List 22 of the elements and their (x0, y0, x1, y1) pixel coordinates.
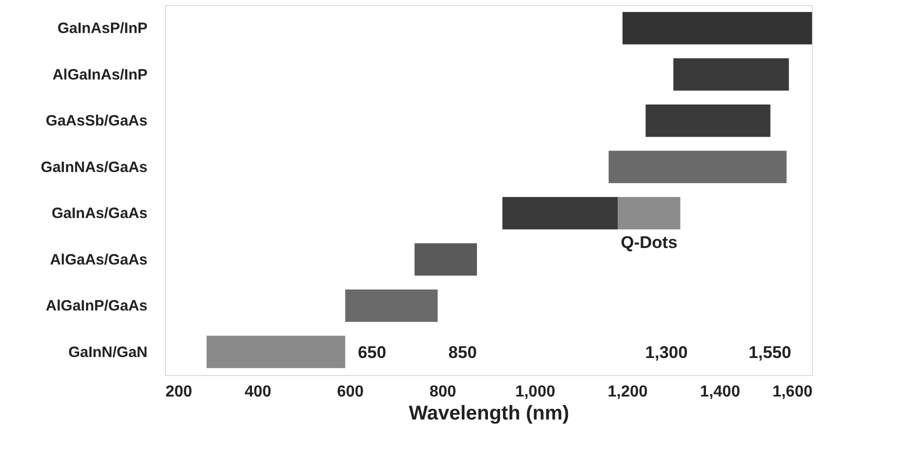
y-tick-label: GaInN/GaN (68, 344, 148, 361)
annotation: 1,550 (748, 343, 792, 362)
annotation: 1,300 (645, 343, 688, 362)
y-tick-label: GaInAsP/InP (57, 20, 148, 38)
x-tick-label: 1,400 (700, 384, 740, 400)
x-tick-label: 800 (429, 384, 456, 400)
x-tick-label: 1,200 (608, 384, 648, 400)
y-tick-label: GaInNAs/GaAs (40, 158, 148, 176)
y-tick-label: AlGaAs/GaAs (50, 251, 148, 268)
x-axis-title: Wavelength (nm) (408, 402, 570, 424)
y-tick-label: GaInAs/GaAs (52, 205, 148, 222)
x-tick-label: 1,000 (515, 384, 556, 400)
x-tick-label: 1,600 (772, 384, 813, 400)
x-tick-label: 400 (244, 384, 272, 400)
x-tick-label: 600 (337, 384, 364, 400)
y-tick-label: GaAsSb/GaAs (46, 112, 148, 130)
annotation: 850 (448, 343, 477, 362)
y-tick-label: AlGaInAs/InP (52, 66, 148, 84)
series-label: Q-Dots (620, 233, 678, 252)
annotation: 650 (358, 343, 386, 362)
x-tick-label: 200 (166, 384, 192, 400)
y-tick-label: AlGaInP/GaAs (46, 298, 148, 315)
